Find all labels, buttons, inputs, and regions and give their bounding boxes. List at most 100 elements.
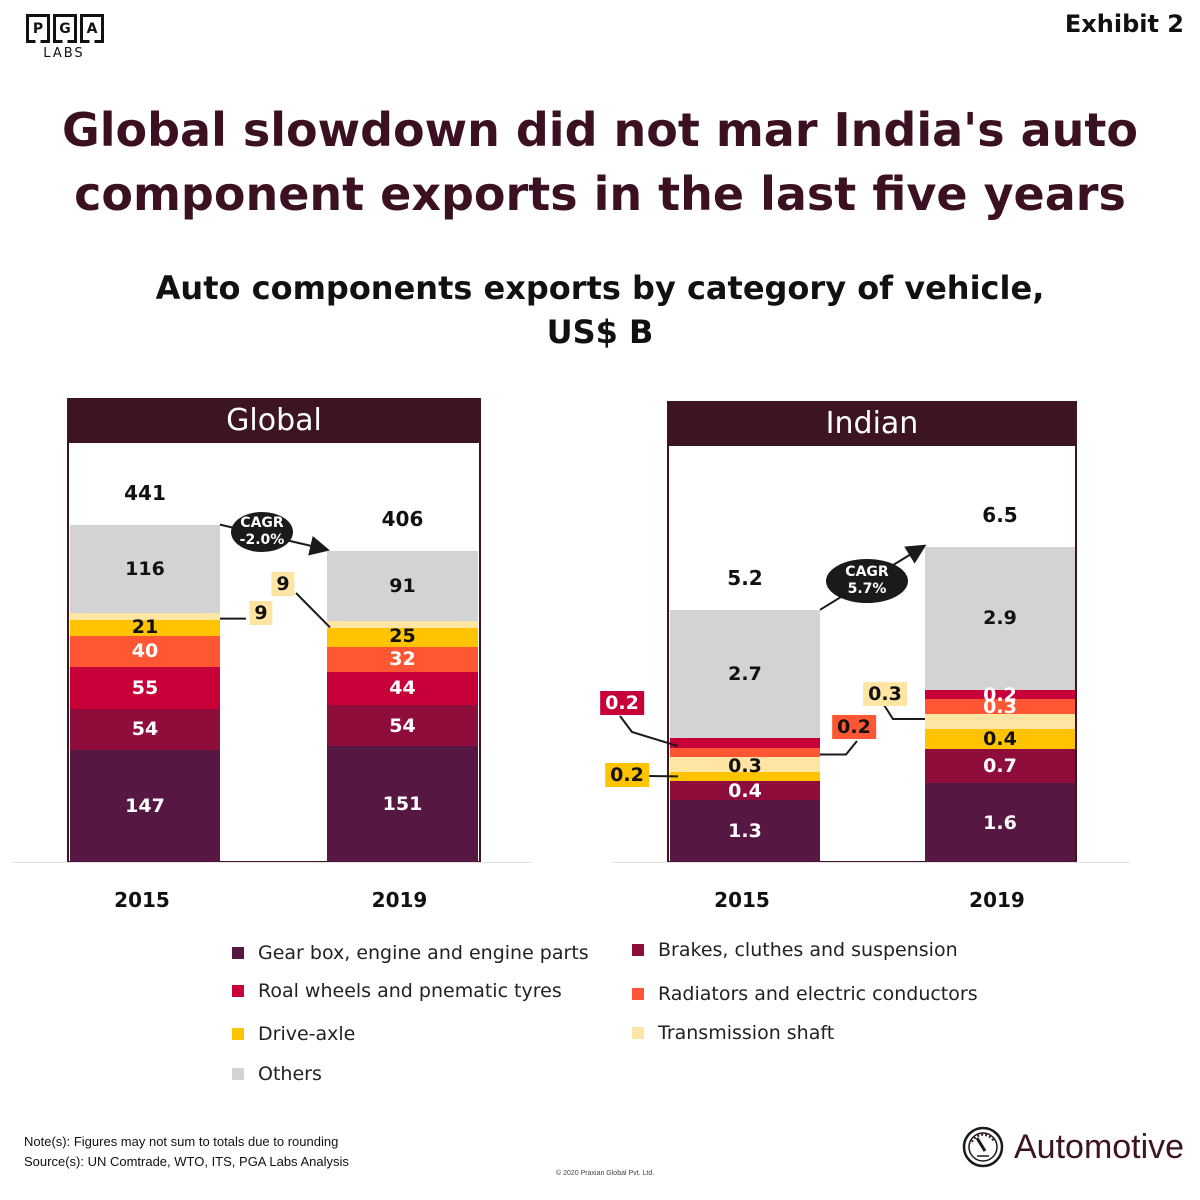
panel-title: Global bbox=[67, 398, 481, 443]
legend-swatch bbox=[232, 1028, 244, 1040]
x-tick-label: 2019 bbox=[969, 888, 1025, 912]
note-text: Note(s): Figures may not sum to totals d… bbox=[24, 1134, 339, 1149]
data-label: 0.7 bbox=[983, 754, 1017, 777]
value-callout: 9 bbox=[249, 601, 273, 625]
bar-segment bbox=[70, 708, 220, 750]
cagr-label: CAGR bbox=[240, 515, 284, 531]
value-callout: 9 bbox=[271, 572, 295, 596]
bar-segment bbox=[670, 800, 820, 862]
legend-swatch bbox=[232, 985, 244, 997]
bar-segment bbox=[670, 747, 820, 758]
legend-label: Roal wheels and pnematic tyres bbox=[258, 980, 562, 1002]
bar-segment bbox=[70, 636, 220, 667]
total-label: 5.2 bbox=[727, 565, 763, 590]
subtitle-line: Auto components exports by category of v… bbox=[155, 269, 1045, 307]
baseline bbox=[12, 862, 532, 863]
total-label: 406 bbox=[381, 507, 424, 532]
bar-segment bbox=[70, 749, 220, 862]
value-callout: 0.2 bbox=[605, 763, 649, 787]
logo-letter: P bbox=[26, 14, 50, 43]
legend-label: Transmission shaft bbox=[658, 1022, 835, 1044]
data-label: 32 bbox=[389, 648, 416, 671]
data-label: 151 bbox=[382, 793, 423, 816]
bar-segment bbox=[327, 671, 478, 706]
bar-segment bbox=[327, 647, 478, 672]
data-label: 44 bbox=[389, 677, 416, 700]
data-label: 0.4 bbox=[983, 727, 1017, 750]
copyright: © 2020 Praxian Global Pvt. Ltd. bbox=[556, 1170, 655, 1177]
data-label: 116 bbox=[125, 557, 165, 580]
legend-label: Brakes, cluthes and suspension bbox=[658, 939, 958, 961]
data-label: 0.4 bbox=[728, 779, 762, 802]
legend-label: Others bbox=[258, 1063, 322, 1085]
legend-swatch bbox=[632, 944, 644, 956]
chart-subtitle: Auto components exports by category of v… bbox=[0, 266, 1200, 354]
legend-item: Gear box, engine and engine parts bbox=[232, 942, 589, 964]
data-label: 91 bbox=[389, 575, 416, 598]
bar-segment bbox=[327, 746, 478, 862]
pga-labs-logo: P G A LABS bbox=[26, 14, 116, 61]
data-label: 1.3 bbox=[728, 820, 762, 843]
total-label: 441 bbox=[124, 480, 166, 505]
bar-segment bbox=[925, 748, 1075, 784]
data-label: 0.2 bbox=[983, 683, 1017, 706]
exhibit-label: Exhibit 2 bbox=[1064, 10, 1184, 38]
data-label: 0.3 bbox=[983, 695, 1017, 718]
logo-letter: A bbox=[80, 14, 104, 43]
source-text: Source(s): UN Comtrade, WTO, ITS, PGA La… bbox=[24, 1154, 349, 1169]
legend-swatch bbox=[632, 988, 644, 1000]
bar-segment bbox=[670, 781, 820, 801]
bar-segment bbox=[925, 783, 1075, 862]
data-label: 25 bbox=[389, 625, 416, 648]
cagr-bubble: CAGR 5.7% bbox=[826, 559, 908, 603]
cagr-label: CAGR bbox=[845, 564, 889, 580]
legend-item: Brakes, cluthes and suspension bbox=[632, 939, 958, 961]
legend-item: Radiators and electric conductors bbox=[632, 983, 978, 1005]
data-label: 55 bbox=[131, 676, 159, 699]
legend-label: Radiators and electric conductors bbox=[658, 983, 978, 1005]
bar-segment bbox=[327, 627, 478, 648]
bar-segment bbox=[70, 613, 220, 621]
bar-segment bbox=[925, 689, 1075, 700]
legend-item: Drive-axle bbox=[232, 1023, 355, 1045]
legend-swatch bbox=[632, 1027, 644, 1039]
value-callout: 0.3 bbox=[863, 682, 907, 706]
footnote: Note(s): Figures may not sum to totals d… bbox=[24, 1132, 349, 1172]
bar-segment bbox=[925, 546, 1075, 690]
value-callout: 0.2 bbox=[832, 715, 876, 739]
brand: Automotive bbox=[962, 1126, 1184, 1168]
bar-segment bbox=[70, 666, 220, 709]
bar-segment bbox=[925, 729, 1075, 749]
logo-sub: LABS bbox=[43, 46, 85, 61]
bar-segment bbox=[327, 705, 478, 747]
data-label: 40 bbox=[131, 640, 159, 663]
legend-label: Gear box, engine and engine parts bbox=[258, 942, 589, 964]
legend-item: Transmission shaft bbox=[632, 1022, 834, 1044]
legend-swatch bbox=[232, 1068, 244, 1080]
bar-segment bbox=[327, 551, 478, 622]
bar-segment bbox=[670, 757, 820, 772]
cagr-bubble: CAGR -2.0% bbox=[231, 512, 293, 552]
subtitle-line: US$ B bbox=[546, 313, 654, 351]
legend-label: Drive-axle bbox=[258, 1023, 356, 1045]
panel-title: Indian bbox=[667, 401, 1077, 446]
bar-segment bbox=[327, 621, 478, 628]
bar-segment bbox=[70, 524, 220, 614]
bar-segment bbox=[670, 609, 820, 739]
total-label: 6.5 bbox=[982, 502, 1018, 527]
data-label: 2.7 bbox=[728, 663, 762, 686]
x-tick-label: 2015 bbox=[114, 888, 170, 912]
bar-segment bbox=[670, 771, 820, 782]
data-label: 54 bbox=[131, 718, 159, 741]
data-label: 54 bbox=[389, 714, 416, 737]
title-line: Global slowdown did not mar India's auto bbox=[61, 103, 1139, 157]
bar-segment bbox=[70, 620, 220, 637]
bar-segment bbox=[925, 714, 1075, 729]
cagr-value: 5.7% bbox=[847, 581, 887, 597]
data-label: 147 bbox=[125, 794, 165, 817]
data-label: 2.9 bbox=[983, 607, 1017, 630]
legend-swatch bbox=[232, 947, 244, 959]
legend-item: Roal wheels and pnematic tyres bbox=[232, 980, 562, 1002]
value-callout: 0.2 bbox=[600, 691, 644, 715]
data-label: 1.6 bbox=[983, 811, 1017, 834]
